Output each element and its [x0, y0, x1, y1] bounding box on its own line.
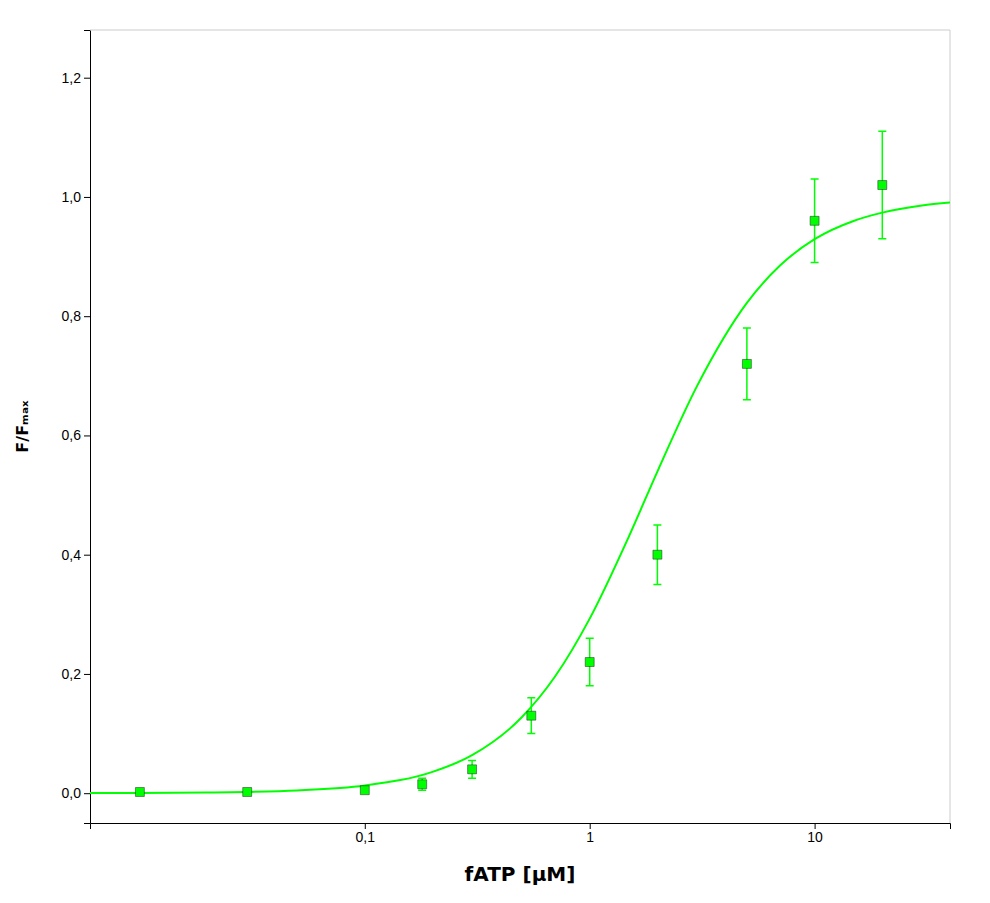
- tick: 1,2: [62, 70, 90, 86]
- tick-label: 0,6: [62, 427, 82, 443]
- tick: 0,6: [62, 427, 90, 443]
- error-bar: [878, 131, 886, 238]
- y-axis-label: F/Fₘₐₓ: [13, 400, 32, 453]
- tick-label: 0,8: [62, 308, 82, 324]
- point: [585, 658, 594, 667]
- tick-mark: [84, 316, 90, 317]
- point: [468, 765, 477, 774]
- frame: [950, 30, 951, 823]
- tick-label: 1: [586, 829, 594, 845]
- line: [90, 203, 950, 793]
- error-bar: [418, 778, 426, 790]
- point: [360, 786, 369, 795]
- error-bar: [743, 328, 751, 400]
- point: [527, 711, 536, 720]
- tick: 1,0: [62, 189, 90, 205]
- tick-label: 0,0: [62, 785, 82, 801]
- tick-label: 0,1: [356, 829, 376, 845]
- point: [135, 788, 144, 797]
- plot: 0,1 1 10 0,0 0,2 0,4 0,6 0,8 1,0 1,2: [62, 30, 951, 845]
- x-axis: 0,1 1 10: [91, 823, 951, 845]
- tick: 0,1: [356, 823, 376, 845]
- frame: [90, 30, 950, 31]
- error-bar: [586, 638, 594, 686]
- point: [418, 780, 427, 789]
- tick-mark: [84, 555, 90, 556]
- tick-label: 1,0: [62, 189, 82, 205]
- point: [810, 216, 819, 225]
- tick-mark: [84, 435, 90, 436]
- tick: 10: [807, 823, 823, 845]
- point: [742, 359, 751, 368]
- error-bars: [136, 131, 886, 793]
- axis-line: [84, 31, 91, 824]
- tick-mark: [84, 197, 90, 198]
- tick-label: 10: [807, 829, 823, 845]
- tick: 1: [586, 823, 594, 845]
- x-axis-label: fATP [μM]: [465, 862, 576, 886]
- tick: 0,2: [62, 666, 90, 682]
- point: [243, 788, 252, 797]
- tick-mark: [84, 674, 90, 675]
- point: [653, 550, 662, 559]
- tick-mark: [84, 793, 90, 794]
- tick-label: 0,4: [62, 547, 82, 563]
- point: [878, 181, 887, 190]
- tick: 0,4: [62, 547, 90, 563]
- points: [135, 181, 886, 797]
- tick: 0,8: [62, 308, 90, 324]
- marks: [90, 131, 950, 796]
- tick-mark: [84, 78, 90, 79]
- error-bar: [468, 760, 476, 778]
- tick-label: 0,2: [62, 666, 82, 682]
- y-axis: 0,0 0,2 0,4 0,6 0,8 1,0 1,2: [62, 31, 91, 824]
- tick: 0,0: [62, 785, 90, 801]
- error-bar: [811, 179, 819, 262]
- error-bar: [527, 698, 535, 734]
- tick-label: 1,2: [62, 70, 82, 86]
- chart: 0,1 1 10 0,0 0,2 0,4 0,6 0,8 1,0 1,2 fATP [μM] F/Fₘ…: [0, 0, 990, 903]
- error-bar: [653, 525, 661, 585]
